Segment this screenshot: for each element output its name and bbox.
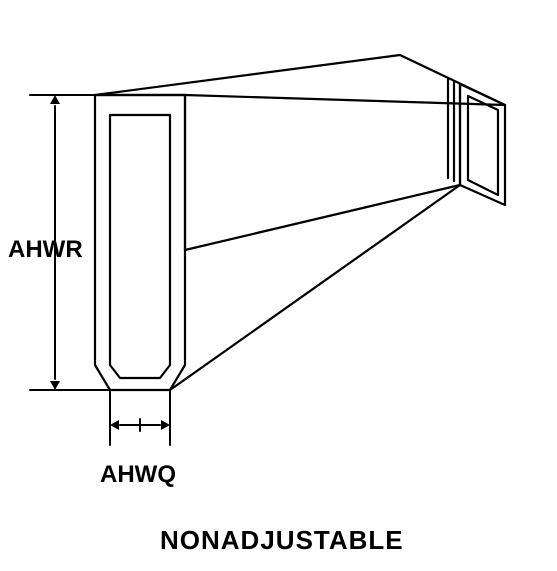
dim-label-horizontal: AHWQ bbox=[100, 461, 176, 489]
dim-label-vertical: AHWR bbox=[8, 236, 83, 264]
diagram-container: AHWR AHWQ NONADJUSTABLE bbox=[0, 0, 557, 571]
diagram-caption: NONADJUSTABLE bbox=[160, 525, 404, 556]
waveguide-horn-svg bbox=[0, 0, 557, 571]
